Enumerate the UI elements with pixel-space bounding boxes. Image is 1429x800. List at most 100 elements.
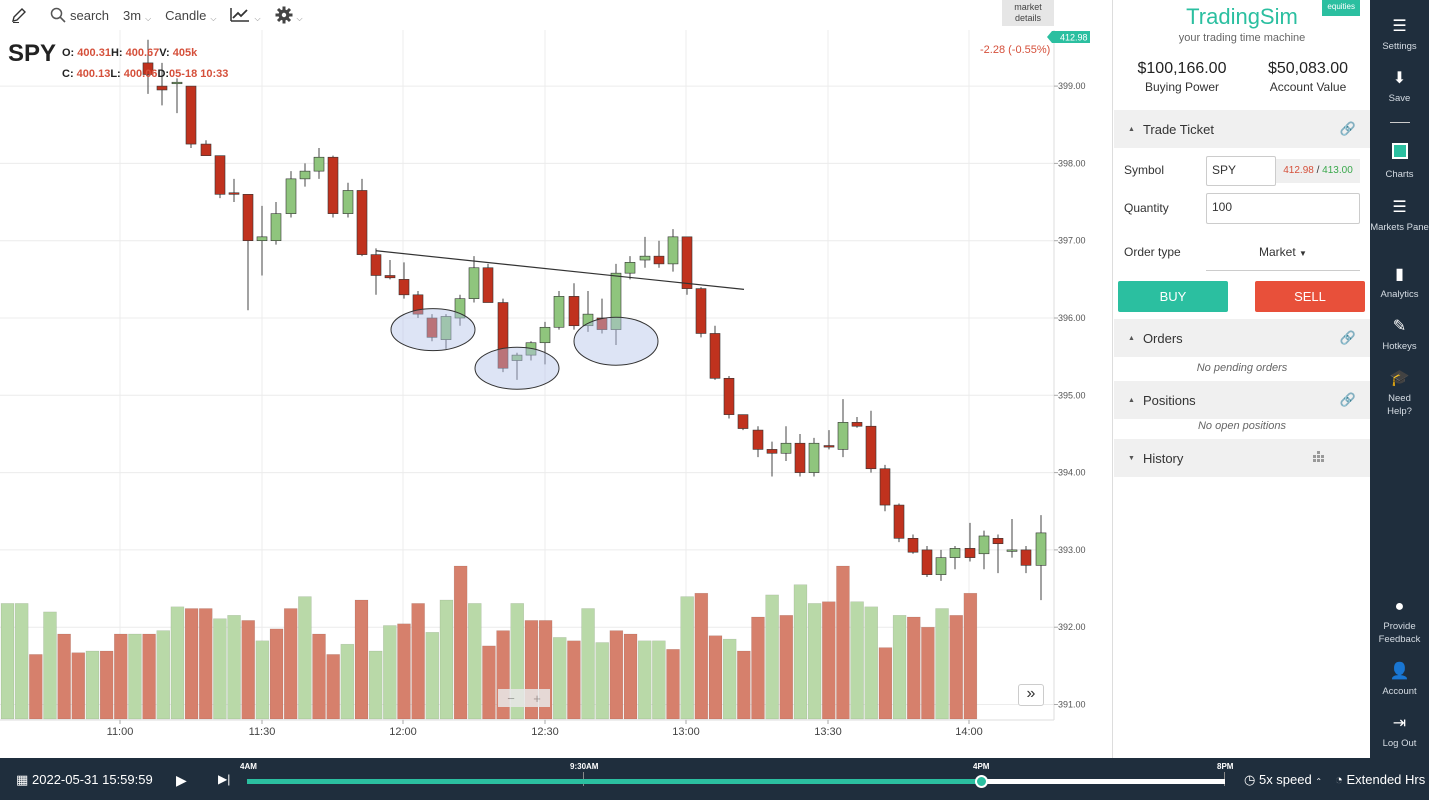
symbol-search[interactable]: search	[50, 7, 109, 23]
volume-bar	[878, 647, 893, 720]
candle-body	[1006, 549, 1018, 552]
buying-power: $100,166.00 Buying Power	[1118, 60, 1246, 94]
volume-bar	[694, 592, 709, 720]
candle-body	[851, 422, 863, 427]
candle-body	[921, 549, 933, 575]
nav-analytics[interactable]: ▮ Analytics	[1370, 266, 1429, 301]
volume-bar	[29, 654, 43, 720]
nav-charts[interactable]: Charts	[1370, 143, 1429, 181]
chart-settings-dropdown[interactable]: ⌵	[275, 6, 303, 24]
link-icon[interactable]: 🔗	[1339, 392, 1356, 407]
candle-body	[497, 302, 509, 369]
nav-logout[interactable]: ⇥ Log Out	[1370, 715, 1429, 750]
volume-bar	[935, 608, 949, 720]
volume-bar	[57, 633, 71, 720]
nav-markets-pane[interactable]: ☰ Markets Pane	[1370, 199, 1429, 234]
buy-button[interactable]: BUY	[1118, 281, 1228, 312]
interval-dropdown[interactable]: 3m ⌵	[123, 6, 151, 24]
volume-bar	[652, 640, 666, 720]
zoom-out-icon[interactable]: −	[507, 690, 515, 706]
volume-bar	[637, 640, 652, 720]
nav-feedback[interactable]: ● Provide Feedback	[1370, 598, 1429, 646]
account-value-value: $50,083.00	[1267, 60, 1349, 77]
bar-chart-icon: ▮	[1395, 266, 1404, 283]
scroll-to-latest-button[interactable]: »	[1018, 684, 1044, 706]
candle-body	[539, 326, 551, 344]
chart-type-value: Candle	[165, 7, 207, 23]
playback-timeline[interactable]	[247, 775, 1225, 788]
nav-hotkeys[interactable]: ✎ Hotkeys	[1370, 318, 1429, 353]
candle-body	[695, 288, 707, 334]
positions-empty: No open positions	[1197, 420, 1287, 432]
market-badge[interactable]: equities	[1322, 0, 1360, 16]
calendar-icon[interactable]: ▦	[16, 772, 29, 787]
order-type-select[interactable]: Market ▼	[1206, 238, 1360, 271]
market-details-button[interactable]: market details	[1002, 0, 1054, 26]
play-icon[interactable]: ▶	[176, 772, 187, 788]
quantity-input[interactable]: 100	[1206, 193, 1360, 224]
nav-label: Analytics	[1380, 289, 1419, 300]
price-chart[interactable]: 399.00 398.00 397.00 396.00 395.00 394.00 393.…	[0, 0, 1113, 758]
candle-body	[992, 538, 1004, 545]
indicators-dropdown[interactable]: ⌵	[230, 6, 261, 24]
link-icon[interactable]: 🔗	[1339, 330, 1356, 345]
symbol-label: Symbol	[1124, 163, 1165, 177]
close-label: C:	[62, 68, 74, 80]
volume-label: V:	[159, 47, 170, 59]
symbol-input[interactable]: SPY	[1206, 156, 1276, 186]
chart-pane[interactable]: 399.00 398.00 397.00 396.00 395.00 394.00 393.…	[0, 0, 1113, 758]
candle-body	[468, 267, 480, 299]
zoom-control[interactable]: − +	[498, 689, 550, 707]
candle-body	[794, 442, 806, 473]
volume-bar	[680, 596, 694, 720]
candle-body	[978, 535, 990, 555]
high-label: H:	[110, 47, 123, 59]
candle-body	[568, 296, 580, 327]
chart-toolbar: search 3m ⌵ Candle ⌵ ⌵ ⌵	[0, 0, 1113, 30]
candle-body	[610, 272, 622, 330]
nav-help[interactable]: 🎓 Need Help?	[1370, 370, 1429, 418]
volume-bar	[43, 611, 57, 720]
volume-bar	[949, 615, 963, 720]
pencil-icon[interactable]	[10, 6, 28, 24]
highlight-ellipse	[474, 346, 560, 390]
nav-save[interactable]: ⬇ Save	[1370, 70, 1429, 105]
positions-header[interactable]: ▲ Positions 🔗	[1114, 381, 1370, 419]
volume-bar	[397, 623, 411, 720]
nav-label: Charts	[1385, 169, 1414, 180]
orders-header[interactable]: ▲ Orders 🔗	[1114, 319, 1370, 357]
extended-hours-toggle[interactable]: ◔ Extended Hrs	[1335, 772, 1425, 787]
playback-bar: ▦ 2022-05-31 15:59:59 ▶ ▶| 4AM 9:30AM 4P…	[0, 758, 1429, 800]
playback-datetime[interactable]: 2022-05-31 15:59:59	[32, 772, 153, 787]
candle-body	[865, 425, 877, 470]
trade-ticket-header[interactable]: ▲ Trade Ticket 🔗	[1114, 110, 1370, 148]
candle-body	[171, 81, 183, 85]
collapse-arrow-icon: ▲	[1128, 334, 1135, 342]
menu-icon: ☰	[1392, 18, 1407, 35]
history-header[interactable]: ▼ History	[1114, 439, 1370, 477]
volume-bar	[793, 584, 808, 720]
volume-bar	[963, 592, 978, 720]
nav-settings[interactable]: ☰ Settings	[1370, 18, 1429, 53]
chevron-down-icon: ⌵	[296, 14, 303, 23]
speed-control[interactable]: ◷ 5x speed ⌃	[1244, 772, 1322, 788]
zoom-in-icon[interactable]: +	[533, 690, 541, 706]
candle-body	[356, 190, 368, 255]
time-tick-label: 14:00	[955, 726, 983, 738]
price-tick-label: 399.00	[1058, 81, 1086, 91]
chart-square-icon	[1370, 143, 1429, 164]
volume-bar	[708, 635, 723, 720]
timeline-handle[interactable]	[974, 775, 988, 788]
chart-type-dropdown[interactable]: Candle ⌵	[165, 6, 216, 24]
nav-label: Save	[1388, 93, 1411, 104]
sell-button[interactable]: SELL	[1255, 281, 1365, 312]
volume-bar	[836, 565, 850, 720]
history-grid-icon[interactable]	[1312, 450, 1326, 467]
nav-account[interactable]: 👤 Account	[1370, 663, 1429, 698]
volume-bar	[921, 626, 935, 720]
volume-bar	[425, 632, 440, 720]
link-icon[interactable]: 🔗	[1339, 121, 1356, 136]
step-forward-icon[interactable]: ▶|	[218, 772, 231, 786]
interval-value: 3m	[123, 7, 142, 23]
candle-body	[412, 294, 424, 315]
